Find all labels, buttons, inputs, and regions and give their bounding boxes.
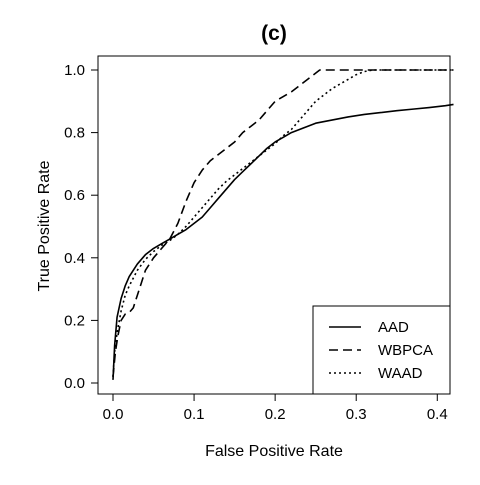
legend: AAD WBPCA WAAD	[312, 305, 451, 395]
y-tick-label: 0.8	[64, 125, 85, 142]
x-tick-label: 0.3	[346, 406, 367, 423]
x-tick-label: 0.0	[103, 406, 124, 423]
y-tick-label: 1.0	[64, 62, 85, 79]
y-tick-label: 0.6	[64, 187, 85, 204]
legend-label-aad: AAD	[378, 319, 409, 336]
x-axis-label: False Positive Rate	[205, 443, 343, 460]
y-tick-label: 0.2	[64, 312, 85, 329]
y-axis: 0.0 0.2 0.4 0.6 0.8 1.0	[64, 62, 99, 392]
legend-label-waad: WAAD	[378, 365, 423, 382]
series-line-wbpca	[112, 69, 454, 377]
y-tick-label: 0.4	[64, 250, 85, 267]
x-tick-label: 0.2	[265, 406, 286, 423]
x-tick-label: 0.1	[184, 406, 205, 423]
y-tick-label: 0.0	[64, 375, 85, 392]
x-tick-label: 0.4	[427, 406, 448, 423]
series-line-aad	[112, 103, 454, 380]
chart-title: (c)	[261, 22, 287, 45]
series-layer	[112, 69, 454, 380]
legend-label-wbpca: WBPCA	[378, 342, 433, 359]
y-axis-label: True Positive Rate	[36, 160, 53, 291]
